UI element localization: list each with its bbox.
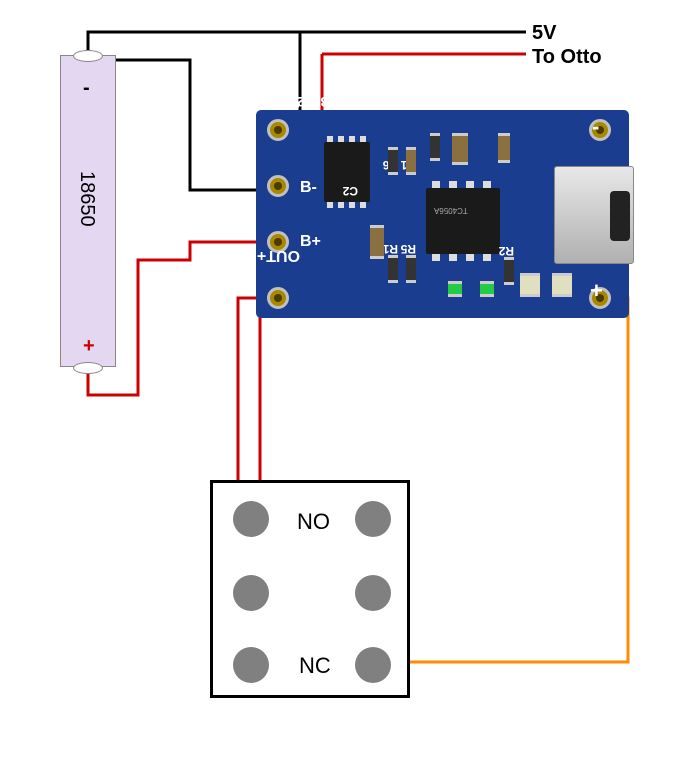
wire [388,298,628,662]
switch-label-nc: NC [299,653,331,679]
smd-component [552,276,572,294]
smd-component [430,136,440,158]
switch-pin-no-right [355,501,391,537]
usb-opening [610,191,630,241]
smd-component [448,284,462,294]
battery-18650: 18650 - + [60,55,116,367]
smd-component [520,276,540,294]
switch-label-no: NO [297,509,330,535]
usb-micro-port [554,166,634,264]
switch-pin-nc-right [355,647,391,683]
silkscreen-label: + [590,278,603,304]
switch-pin-com-right [355,575,391,611]
smd-component [452,136,468,162]
ic-chip-tc4056a: TC4056A [426,188,500,254]
smd-component [406,150,416,172]
switch-pin-no-left [233,501,269,537]
silkscreen-label: B+ [300,233,321,251]
ic2-label: TC4056A [434,206,468,215]
charger-pcb: TC4056A OUT-B-B+OUT+-+03962AR6C1C2R1R5R3… [256,110,629,318]
label-5v: 5V [532,22,556,45]
smd-component [504,260,514,282]
silkscreen-label: R1 [383,242,398,256]
smd-component [480,284,494,294]
smd-component [388,150,398,172]
silkscreen-label: R2 [499,244,514,258]
silkscreen-label: 03962A [287,94,336,110]
pad-out-minus [267,119,289,141]
silkscreen-label: C2 [343,184,358,198]
pad-out-plus [267,287,289,309]
wire [115,60,190,160]
dpdt-switch: NO NC [210,480,410,698]
battery-minus-sign: - [83,77,90,100]
smd-component [406,258,416,280]
smd-component [498,136,510,160]
silkscreen-label: B- [300,179,317,197]
silkscreen-label: R5 [401,242,416,256]
battery-notch-top [73,50,103,62]
wire [88,242,278,395]
switch-pin-com-left [233,575,269,611]
silkscreen-label: R3 [425,98,440,112]
silkscreen-label: OUT+ [257,246,300,264]
silkscreen-label: C3 [493,98,508,112]
battery-plus-sign: + [83,335,95,358]
smd-component [388,258,398,280]
silkscreen-label: - [592,114,599,140]
smd-component [370,228,384,256]
pad-b-minus [267,175,289,197]
battery-label: 18650 [75,171,98,227]
switch-pin-nc-left [233,647,269,683]
label-to-otto: To Otto [532,46,602,69]
battery-notch-bottom [73,362,103,374]
